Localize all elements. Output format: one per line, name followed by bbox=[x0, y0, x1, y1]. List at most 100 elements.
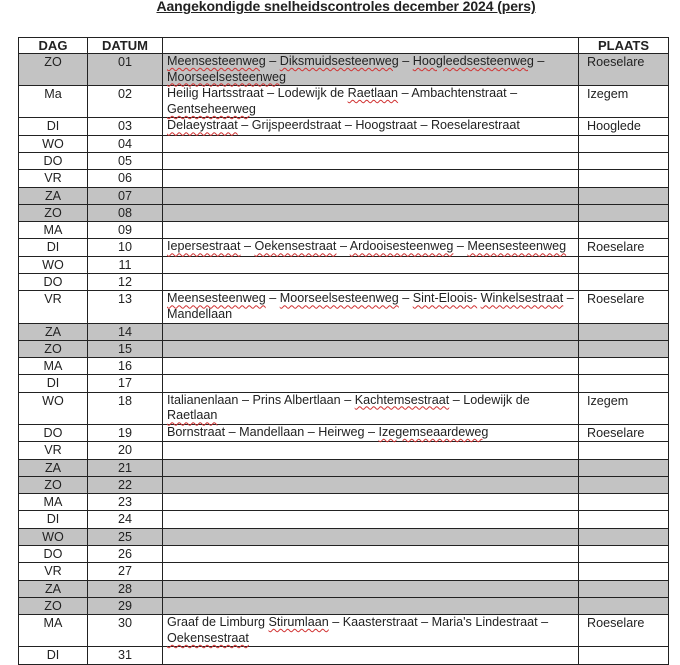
table-row: MA 23 bbox=[18, 493, 669, 512]
date-cell: 11 bbox=[87, 255, 163, 275]
place-cell bbox=[578, 374, 669, 393]
date-cell: 03 bbox=[87, 117, 163, 136]
spellcheck-flagged-word: Delaeystraat bbox=[167, 118, 238, 133]
place-cell bbox=[578, 596, 669, 616]
place-cell bbox=[578, 441, 669, 460]
streets-cell: Meensesteenweg – Diksmuidsesteenweg – Ho… bbox=[162, 52, 579, 87]
day-cell: DI bbox=[18, 646, 88, 665]
streets-cell bbox=[162, 458, 579, 477]
place-cell bbox=[578, 273, 669, 292]
streets-cell: Delaeystraat – Grijspeerdstraat – Hoogst… bbox=[162, 117, 579, 136]
date-cell: 18 bbox=[87, 391, 163, 425]
date-cell: 14 bbox=[87, 322, 163, 341]
day-cell: WO bbox=[18, 255, 88, 275]
day-cell: VR bbox=[18, 290, 88, 324]
place-cell bbox=[578, 221, 669, 240]
page-title: Aangekondigde snelheidscontroles decembe… bbox=[156, 0, 536, 14]
day-cell: DI bbox=[18, 238, 88, 257]
streets-cell bbox=[162, 339, 579, 359]
spellcheck-flagged-word: Moorseelsesteenweg bbox=[279, 291, 399, 306]
place-cell bbox=[578, 203, 669, 223]
date-cell: 31 bbox=[87, 646, 163, 665]
day-cell: ZO bbox=[18, 52, 88, 87]
spellcheck-flagged-word: Oekensestraat bbox=[254, 239, 337, 254]
table-row: MA 30 Graaf de Limburg Stirumlaan – Kaaste… bbox=[18, 614, 669, 648]
spellcheck-flagged-word: Ardooisesteenweg bbox=[349, 239, 454, 254]
day-cell: VR bbox=[18, 562, 88, 581]
place-cell: Roeselare bbox=[578, 52, 669, 87]
day-cell: ZA bbox=[18, 186, 88, 205]
streets-cell bbox=[162, 151, 579, 171]
streets-cell bbox=[162, 203, 579, 223]
date-cell: 09 bbox=[87, 221, 163, 240]
streets-cell: Heilig Hartsstraat – Lodewijk de Raetlaa… bbox=[162, 85, 579, 119]
date-cell: 19 bbox=[87, 423, 163, 443]
streets-cell bbox=[162, 374, 579, 393]
day-cell: MA bbox=[18, 614, 88, 648]
streets-cell bbox=[162, 579, 579, 598]
day-cell: DI bbox=[18, 510, 88, 529]
date-cell: 23 bbox=[87, 493, 163, 512]
date-cell: 25 bbox=[87, 527, 163, 546]
table-row: DO 05 bbox=[18, 151, 669, 171]
header-straten bbox=[162, 37, 579, 54]
table-row: WO 11 bbox=[18, 255, 669, 275]
spellcheck-flagged-word: Oekensestraat bbox=[167, 630, 249, 645]
day-cell: WO bbox=[18, 134, 88, 153]
spellcheck-flagged-word: Diksmuidsesteenweg bbox=[279, 54, 399, 68]
day-cell: DO bbox=[18, 544, 88, 564]
table-row: ZA 07 bbox=[18, 186, 669, 205]
day-cell: WO bbox=[18, 527, 88, 546]
date-cell: 30 bbox=[87, 614, 163, 648]
date-cell: 10 bbox=[87, 238, 163, 257]
day-cell: VR bbox=[18, 169, 88, 188]
streets-cell bbox=[162, 134, 579, 153]
header-row: DAG DATUM PLAATS bbox=[18, 37, 669, 54]
streets-cell bbox=[162, 596, 579, 616]
header-datum: DATUM bbox=[87, 37, 163, 54]
table-row: Ma 02 Heilig Hartsstraat – Lodewijk de Rae… bbox=[18, 85, 669, 119]
day-cell: WO bbox=[18, 391, 88, 425]
table-row: DO 19 Bornstraat – Mandellaan – Heirweg – … bbox=[18, 423, 669, 443]
table-row: ZA 21 bbox=[18, 458, 669, 477]
table-row: DI 03 Delaeystraat – Grijspeerdstraat – Ho… bbox=[18, 117, 669, 136]
day-cell: DO bbox=[18, 423, 88, 443]
streets-cell bbox=[162, 475, 579, 495]
day-cell: ZO bbox=[18, 475, 88, 495]
date-cell: 26 bbox=[87, 544, 163, 564]
table-row: VR 27 bbox=[18, 562, 669, 581]
table-row: MA 09 bbox=[18, 221, 669, 240]
table-row: DI 17 bbox=[18, 374, 669, 393]
place-cell bbox=[578, 493, 669, 512]
table-body: ZO 01 Meensesteenweg – Diksmuidsesteenweg … bbox=[18, 52, 669, 665]
date-cell: 17 bbox=[87, 374, 163, 393]
date-cell: 02 bbox=[87, 85, 163, 119]
table-row: ZO 08 bbox=[18, 203, 669, 223]
spellcheck-flagged-word: Winkelsestraat bbox=[480, 291, 564, 306]
spellcheck-flagged-word: Kachtemsestraat bbox=[354, 392, 450, 407]
day-cell: DO bbox=[18, 151, 88, 171]
day-cell: MA bbox=[18, 493, 88, 512]
table-row: VR 13 Meensesteenweg – Moorseelsesteenweg … bbox=[18, 290, 669, 324]
streets-cell bbox=[162, 510, 579, 529]
place-cell bbox=[578, 255, 669, 275]
streets-cell bbox=[162, 357, 579, 376]
day-cell: ZA bbox=[18, 579, 88, 598]
place-cell bbox=[578, 151, 669, 171]
table-row: ZO 22 bbox=[18, 475, 669, 495]
table-row: ZO 15 bbox=[18, 339, 669, 359]
table-row: VR 06 bbox=[18, 169, 669, 188]
place-cell bbox=[578, 646, 669, 665]
streets-cell: Italianenlaan – Prins Albertlaan – Kacht… bbox=[162, 391, 579, 425]
streets-cell bbox=[162, 562, 579, 581]
speed-check-table: DAG DATUM PLAATS ZO 01 Meensesteenweg – Di… bbox=[18, 37, 669, 665]
day-cell: ZA bbox=[18, 322, 88, 341]
place-cell bbox=[578, 527, 669, 546]
header-dag: DAG bbox=[18, 37, 88, 54]
spellcheck-flagged-word: Stirumlaan bbox=[268, 615, 329, 630]
streets-cell bbox=[162, 186, 579, 205]
place-cell: Roeselare bbox=[578, 614, 669, 648]
table-row: DO 26 bbox=[18, 544, 669, 564]
streets-cell bbox=[162, 527, 579, 546]
date-cell: 07 bbox=[87, 186, 163, 205]
